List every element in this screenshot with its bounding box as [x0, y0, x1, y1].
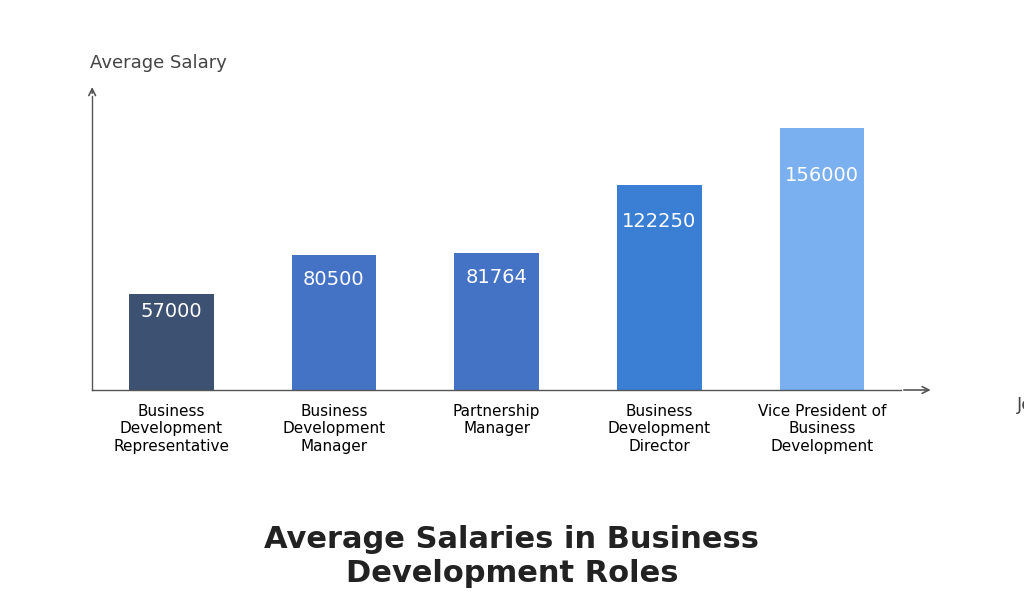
Text: 81764: 81764 — [466, 268, 527, 287]
Text: 57000: 57000 — [140, 302, 202, 321]
Bar — [292, 255, 376, 390]
Bar — [129, 294, 214, 390]
Bar — [455, 253, 539, 390]
Text: 80500: 80500 — [303, 269, 365, 289]
Bar — [617, 185, 701, 390]
Text: Average Salary: Average Salary — [90, 55, 226, 73]
Text: 122250: 122250 — [623, 212, 696, 231]
Bar — [779, 128, 864, 390]
Text: Job Title: Job Title — [1017, 396, 1024, 414]
Text: 156000: 156000 — [785, 166, 859, 185]
Text: Average Salaries in Business
Development Roles: Average Salaries in Business Development… — [264, 526, 760, 588]
